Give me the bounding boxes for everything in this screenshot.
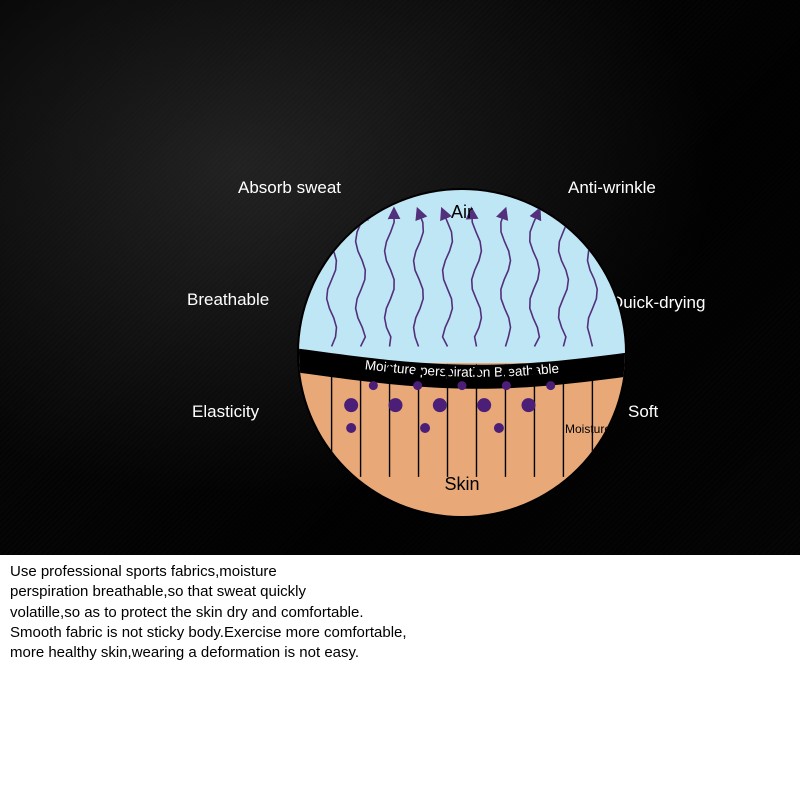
label-breathable: Breathable — [187, 290, 269, 310]
infographic-page: Absorb sweat Anti-wrinkle Breathable Qui… — [0, 0, 800, 800]
fabric-cross-section-diagram: Moisture perspiration Breathable Air Ski… — [297, 188, 627, 518]
moisture-small-label: Moisture — [565, 422, 611, 436]
air-region-label: Air — [299, 202, 625, 223]
diagram-svg: Moisture perspiration Breathable — [299, 190, 625, 516]
skin-region-label: Skin — [299, 474, 625, 495]
label-elasticity: Elasticity — [192, 402, 259, 422]
description-paragraph: Use professional sports fabrics,moisture… — [4, 562, 413, 663]
label-soft: Soft — [628, 402, 658, 422]
